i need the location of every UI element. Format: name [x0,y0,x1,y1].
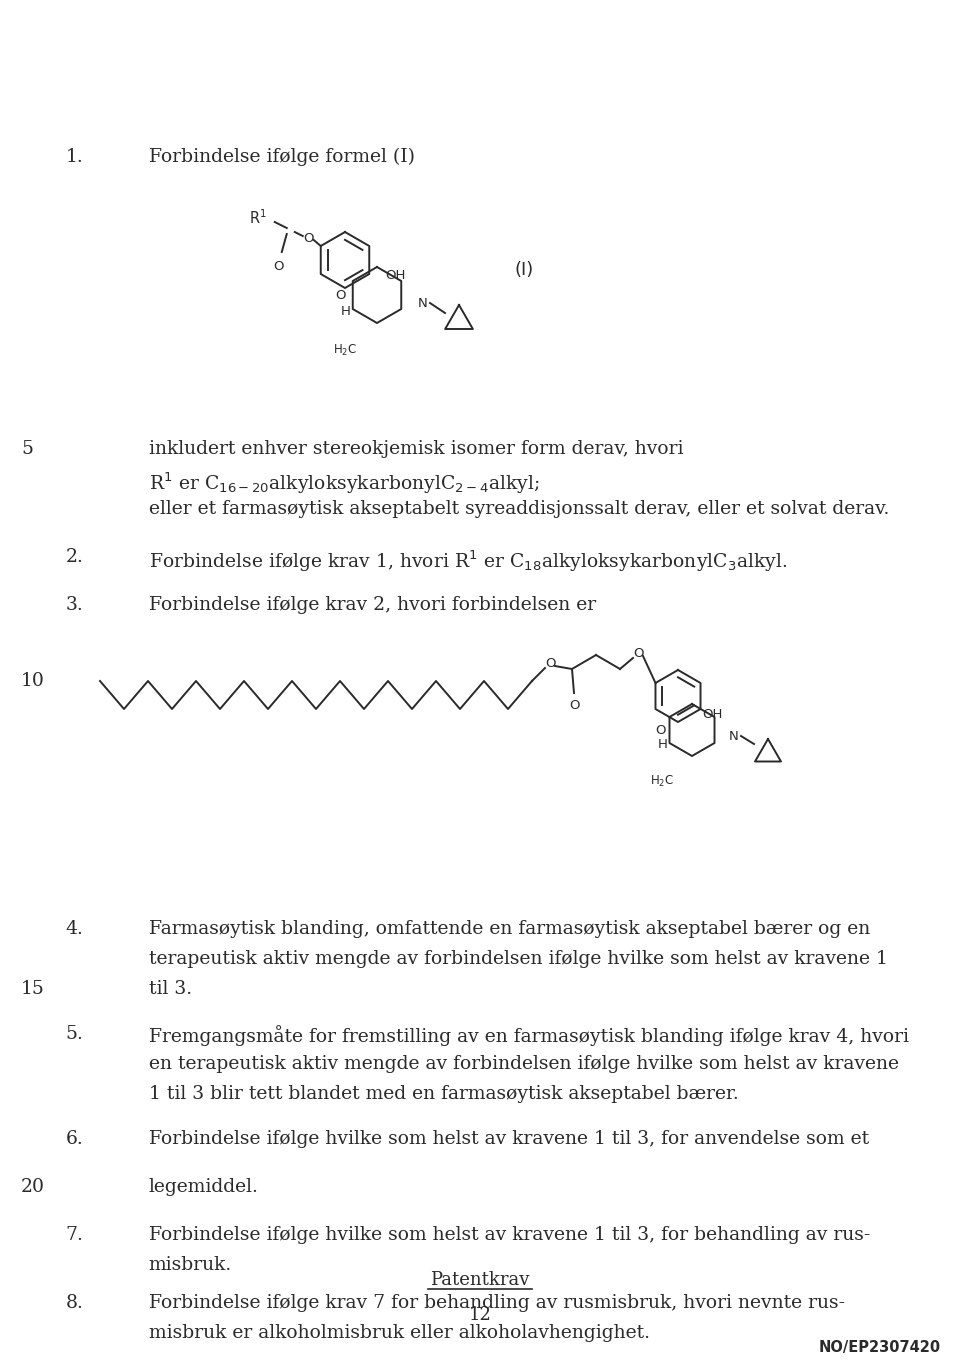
Text: Forbindelse ifølge krav 2, hvori forbindelsen er: Forbindelse ifølge krav 2, hvori forbind… [149,596,596,614]
Text: 7.: 7. [65,1226,84,1244]
Text: H$_2$C: H$_2$C [333,342,357,358]
Text: N: N [419,296,428,310]
Text: O: O [544,656,555,670]
Text: til 3.: til 3. [149,980,192,997]
Text: Farmasøytisk blanding, omfattende en farmasøytisk akseptabel bærer og en: Farmasøytisk blanding, omfattende en far… [149,921,870,938]
Text: Forbindelse ifølge krav 7 for behandling av rusmisbruk, hvori nevnte rus-: Forbindelse ifølge krav 7 for behandling… [149,1295,845,1312]
Text: misbruk.: misbruk. [149,1256,232,1274]
Text: misbruk er alkoholmisbruk eller alkoholavhengighet.: misbruk er alkoholmisbruk eller alkohola… [149,1323,650,1343]
Text: O: O [633,647,643,659]
Text: 1.: 1. [65,148,83,166]
Text: OH: OH [702,707,722,721]
Text: 15: 15 [21,980,45,997]
Text: 20: 20 [21,1178,45,1196]
Text: H: H [341,304,351,318]
Text: 6.: 6. [65,1130,83,1148]
Text: H: H [659,737,668,751]
Text: 12: 12 [468,1306,492,1323]
Text: 4.: 4. [65,921,84,938]
Text: 5.: 5. [65,1025,84,1043]
Text: Forbindelse ifølge krav 1, hvori R$^1$ er C$_{18}$alkyloksykarbonylC$_3$alkyl.: Forbindelse ifølge krav 1, hvori R$^1$ e… [149,548,787,574]
Text: N: N [730,729,739,743]
Text: R$^1$ er C$_{16-20}$alkyloksykarbonylC$_{2-4}$alkyl;: R$^1$ er C$_{16-20}$alkyloksykarbonylC$_… [149,470,540,496]
Text: terapeutisk aktiv mengde av forbindelsen ifølge hvilke som helst av kravene 1: terapeutisk aktiv mengde av forbindelsen… [149,949,888,969]
Text: Forbindelse ifølge formel (I): Forbindelse ifølge formel (I) [149,148,415,166]
Text: en terapeutisk aktiv mengde av forbindelsen ifølge hvilke som helst av kravene: en terapeutisk aktiv mengde av forbindel… [149,1055,899,1073]
Text: R$^1$: R$^1$ [249,208,267,227]
Text: legemiddel.: legemiddel. [149,1178,258,1196]
Text: O: O [303,232,314,244]
Text: Patentkrav: Patentkrav [430,1271,530,1289]
Text: O: O [568,699,579,712]
Text: Forbindelse ifølge hvilke som helst av kravene 1 til 3, for anvendelse som et: Forbindelse ifølge hvilke som helst av k… [149,1130,869,1148]
Text: inkludert enhver stereokjemisk isomer form derav, hvori: inkludert enhver stereokjemisk isomer fo… [149,440,684,458]
Text: Forbindelse ifølge hvilke som helst av kravene 1 til 3, for behandling av rus-: Forbindelse ifølge hvilke som helst av k… [149,1226,870,1244]
Text: 8.: 8. [65,1295,84,1312]
Text: 5: 5 [21,440,33,458]
Text: NO/EP2307420: NO/EP2307420 [819,1340,941,1355]
Text: 10: 10 [21,673,45,690]
Text: Fremgangsmåte for fremstilling av en farmasøytisk blanding ifølge krav 4, hvori: Fremgangsmåte for fremstilling av en far… [149,1025,909,1045]
Text: O: O [655,723,665,737]
Text: O: O [336,289,347,301]
Text: O: O [274,260,284,273]
Text: eller et farmasøytisk akseptabelt syreaddisjonssalt derav, eller et solvat derav: eller et farmasøytisk akseptabelt syread… [149,500,889,518]
Text: 2.: 2. [65,548,84,566]
Text: 1 til 3 blir tett blandet med en farmasøytisk akseptabel bærer.: 1 til 3 blir tett blandet med en farmasø… [149,1085,738,1103]
Text: OH: OH [385,269,405,281]
Text: H$_2$C: H$_2$C [650,774,674,789]
Text: 3.: 3. [65,596,83,614]
Text: (I): (I) [515,262,535,279]
